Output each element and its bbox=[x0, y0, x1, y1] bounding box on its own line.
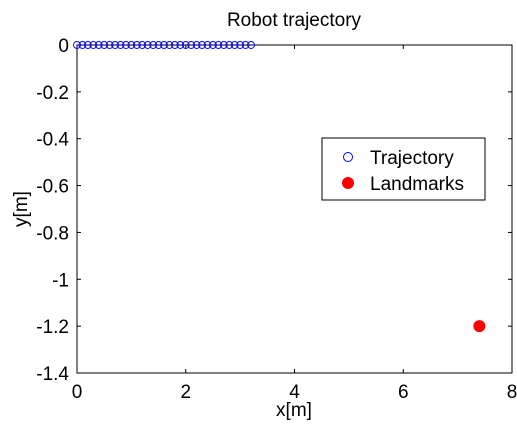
chart-title: Robot trajectory bbox=[227, 10, 362, 31]
trajectory-point bbox=[149, 41, 158, 49]
trajectory-point bbox=[225, 41, 234, 49]
trajectory-point bbox=[176, 41, 185, 49]
trajectory-point bbox=[94, 41, 103, 49]
x-axis-label: x[m] bbox=[276, 400, 312, 421]
trajectory-point bbox=[111, 41, 120, 49]
y-axis-label: y[m] bbox=[11, 191, 32, 227]
trajectory-point bbox=[230, 41, 239, 49]
x-tick-label: 0 bbox=[72, 382, 83, 403]
trajectory-point bbox=[127, 41, 136, 49]
trajectory-point bbox=[73, 41, 81, 49]
trajectory-point bbox=[241, 41, 250, 49]
trajectory-point bbox=[203, 41, 212, 49]
trajectory-point bbox=[192, 41, 201, 49]
legend: Trajectory Landmarks bbox=[321, 137, 486, 201]
trajectory-point bbox=[138, 41, 147, 49]
trajectory-point bbox=[181, 41, 190, 49]
y-tick-label: -0.8 bbox=[36, 223, 69, 244]
y-axis: 0 -0.2 -0.4 -0.6 -0.8 -1 -1.2 -1.4 bbox=[36, 36, 512, 385]
plot-area bbox=[76, 44, 513, 374]
legend-landmarks-marker bbox=[342, 177, 354, 189]
x-tick-label: 6 bbox=[398, 382, 409, 403]
trajectory-point bbox=[236, 41, 245, 49]
trajectory-point bbox=[208, 41, 217, 49]
trajectory-point bbox=[121, 41, 130, 49]
trajectory-point bbox=[165, 41, 174, 49]
trajectory-point bbox=[154, 41, 163, 49]
y-tick-label: -0.2 bbox=[36, 83, 69, 104]
landmark-point bbox=[473, 320, 486, 333]
trajectory-point bbox=[143, 41, 152, 49]
y-tick-label: -1.4 bbox=[36, 364, 69, 385]
trajectory-point bbox=[105, 41, 114, 49]
trajectory-point bbox=[78, 41, 87, 49]
y-tick-label: 0 bbox=[58, 36, 69, 57]
trajectory-point bbox=[100, 41, 109, 49]
trajectory-point bbox=[214, 41, 223, 49]
y-tick-label: -0.6 bbox=[36, 177, 69, 198]
trajectory-point bbox=[219, 41, 228, 49]
legend-landmarks-label: Landmarks bbox=[370, 174, 464, 195]
trajectory-point bbox=[198, 41, 207, 49]
trajectory-point bbox=[160, 41, 168, 49]
trajectory-point bbox=[83, 41, 92, 49]
legend-trajectory-label: Trajectory bbox=[370, 148, 454, 169]
x-tick-label: 4 bbox=[289, 382, 300, 403]
y-tick-label: -1.2 bbox=[36, 317, 69, 338]
data-marks bbox=[73, 41, 486, 333]
y-tick-label: -0.4 bbox=[36, 130, 69, 151]
trajectory-point bbox=[116, 41, 125, 49]
y-tick-label: -1 bbox=[52, 270, 69, 291]
legend-box bbox=[321, 137, 486, 201]
x-tick-label: 8 bbox=[507, 382, 517, 403]
legend-trajectory-marker bbox=[343, 152, 353, 162]
trajectory-point bbox=[132, 41, 141, 49]
trajectory-point bbox=[187, 41, 196, 49]
trajectory-point bbox=[247, 41, 255, 49]
trajectory-point bbox=[89, 41, 98, 49]
x-axis: 0 2 4 6 8 bbox=[72, 45, 517, 403]
x-tick-label: 2 bbox=[180, 382, 191, 403]
trajectory-point bbox=[170, 41, 179, 49]
